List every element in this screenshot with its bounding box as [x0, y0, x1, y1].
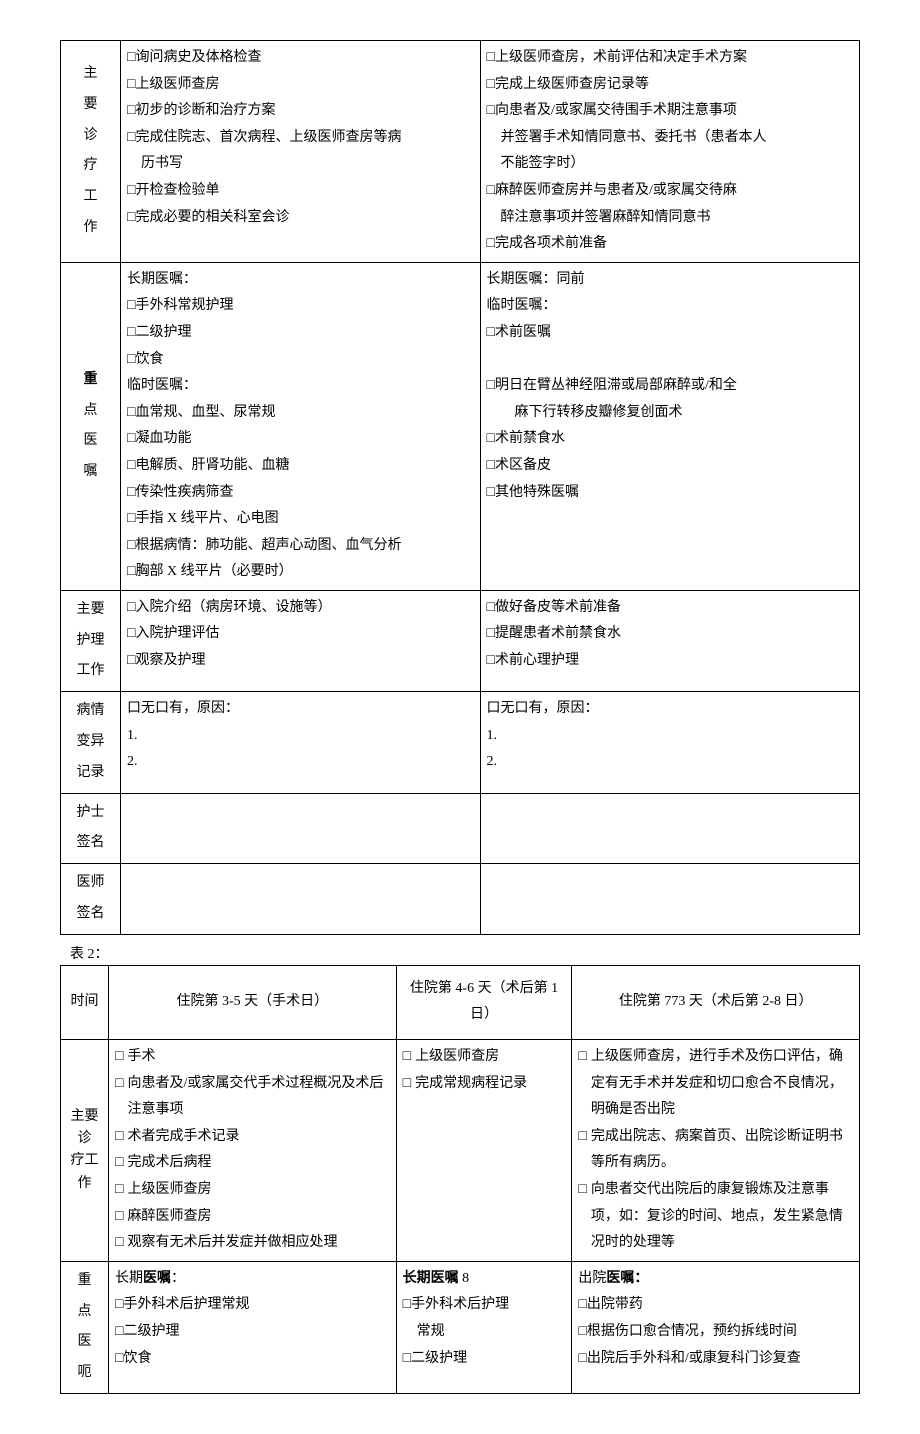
- row-label: 主要护理工作: [61, 590, 121, 691]
- row-content-right: 长期医嘱：同前临时医嘱：□术前医嘱 □明日在臂丛神经阻滞或局部麻醉或/和全 麻下…: [480, 262, 859, 590]
- clinical-pathway-table-2: 时间住院第 3-5 天（手术日）住院第 4-6 天（术后第 1 日）住院第 77…: [60, 965, 860, 1394]
- row-content-c3: 出院医嘱：□出院带药□根据伤口愈合情况，预约拆线时间□出院后手外科和/或康复科门…: [572, 1261, 860, 1393]
- row-content-c1: 长期医嘱：□手外科术后护理常规□二级护理□饮食: [109, 1261, 397, 1393]
- table-row: 主要诊疗工作□手术□向患者及/或家属交代手术过程概况及术后注意事项□术者完成手术…: [61, 1040, 860, 1262]
- row-content-c3: □上级医师查房，进行手术及伤口评估，确定有无手术并发症和切口愈合不良情况，明确是…: [572, 1040, 860, 1262]
- row-label: 重点医嘱: [61, 262, 121, 590]
- time-label: 时间: [61, 965, 109, 1039]
- time-col: 住院第 3-5 天（手术日）: [109, 965, 397, 1039]
- row-content-right: [480, 793, 859, 864]
- table-row: 主要诊疗工作□询问病史及体格检查□上级医师查房□初步的诊断和治疗方案□完成住院志…: [61, 41, 860, 263]
- row-content-left: □询问病史及体格检查□上级医师查房□初步的诊断和治疗方案□完成住院志、首次病程、…: [121, 41, 481, 263]
- row-content-c1: □手术□向患者及/或家属交代手术过程概况及术后注意事项□术者完成手术记录□完成术…: [109, 1040, 397, 1262]
- row-content-right: [480, 864, 859, 935]
- row-content-right: 口无口有，原因：1.2.: [480, 692, 859, 793]
- table2-caption: 表 2：: [60, 943, 860, 963]
- row-label: 医师签名: [61, 864, 121, 935]
- row-label: 重点医呃: [61, 1261, 109, 1393]
- time-col: 住院第 773 天（术后第 2-8 日）: [572, 965, 860, 1039]
- row-content-left: [121, 793, 481, 864]
- table-row: 护士签名: [61, 793, 860, 864]
- row-content-left: 长期医嘱：□手外科常规护理□二级护理□饮食临时医嘱：□血常规、血型、尿常规□凝血…: [121, 262, 481, 590]
- row-label: 主要诊疗工作: [61, 1040, 109, 1262]
- row-content-c2: □上级医师查房□完成常规病程记录: [396, 1040, 572, 1262]
- row-content-left: 口无口有，原因：1.2.: [121, 692, 481, 793]
- clinical-pathway-table-1: 主要诊疗工作□询问病史及体格检查□上级医师查房□初步的诊断和治疗方案□完成住院志…: [60, 40, 860, 935]
- row-label: 护士签名: [61, 793, 121, 864]
- row-label: 主要诊疗工作: [61, 41, 121, 263]
- table-row: 病情变异记录口无口有，原因：1.2.口无口有，原因：1.2.: [61, 692, 860, 793]
- table-header-row: 时间住院第 3-5 天（手术日）住院第 4-6 天（术后第 1 日）住院第 77…: [61, 965, 860, 1039]
- row-label: 病情变异记录: [61, 692, 121, 793]
- table-row: 重点医呃长期医嘱：□手外科术后护理常规□二级护理□饮食长期医嘱 8□手外科术后护…: [61, 1261, 860, 1393]
- row-content-left: [121, 864, 481, 935]
- time-col: 住院第 4-6 天（术后第 1 日）: [396, 965, 572, 1039]
- row-content-left: □入院介绍（病房环境、设施等）□入院护理评估□观察及护理: [121, 590, 481, 691]
- row-content-right: □做好备皮等术前准备□提醒患者术前禁食水□术前心理护理: [480, 590, 859, 691]
- table-row: 主要护理工作□入院介绍（病房环境、设施等）□入院护理评估□观察及护理□做好备皮等…: [61, 590, 860, 691]
- table-row: 医师签名: [61, 864, 860, 935]
- row-content-c2: 长期医嘱 8□手外科术后护理 常规□二级护理: [396, 1261, 572, 1393]
- table-row: 重点医嘱长期医嘱：□手外科常规护理□二级护理□饮食临时医嘱：□血常规、血型、尿常…: [61, 262, 860, 590]
- row-content-right: □上级医师查房，术前评估和决定手术方案□完成上级医师查房记录等□向患者及/或家属…: [480, 41, 859, 263]
